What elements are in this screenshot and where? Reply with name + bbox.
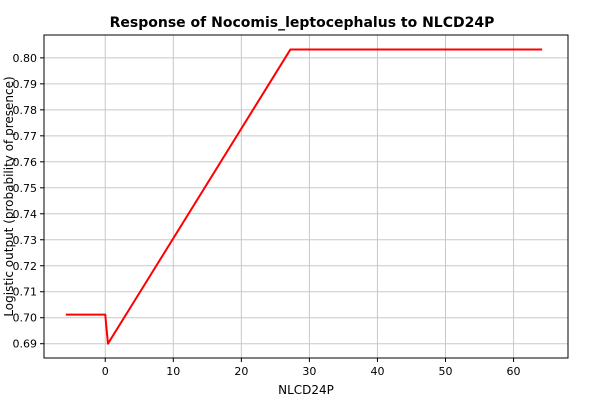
y-tick-label: 0.76: [13, 156, 38, 169]
y-tick-label: 0.74: [13, 208, 38, 221]
x-tick-label: 50: [439, 365, 453, 378]
tick-layer: 0 10 20 30 40 50 60 0.69 0.70 0.71 0.72 0.73 0.74 0.7…: [13, 52, 521, 378]
response-curve-line: [65, 48, 543, 345]
grid-layer: [44, 35, 568, 358]
x-axis-label: NLCD24P: [278, 383, 334, 397]
x-tick-label: 30: [302, 365, 316, 378]
y-tick-label: 0.72: [13, 260, 38, 273]
x-tick-label: 20: [234, 365, 248, 378]
x-tick-label: 10: [166, 365, 180, 378]
x-tick-label: 60: [507, 365, 521, 378]
y-tick-label: 0.73: [13, 234, 38, 247]
y-tick-label: 0.75: [13, 182, 38, 195]
x-tick-label: 0: [102, 365, 109, 378]
x-tick-label: 40: [370, 365, 384, 378]
y-tick-label: 0.78: [13, 104, 38, 117]
y-axis-label: Logistic output (probability of presence…: [2, 76, 16, 316]
y-tick-label: 0.69: [13, 338, 38, 351]
chart-title: Response of Nocomis_leptocephalus to NLC…: [110, 15, 495, 31]
y-tick-label: 0.71: [13, 286, 38, 299]
y-tick-label: 0.77: [13, 130, 38, 143]
y-tick-label: 0.70: [13, 312, 38, 325]
y-tick-label: 0.79: [13, 78, 38, 91]
series-layer: [65, 48, 543, 345]
y-tick-label: 0.80: [13, 52, 38, 65]
plot-area: [43, 34, 569, 359]
